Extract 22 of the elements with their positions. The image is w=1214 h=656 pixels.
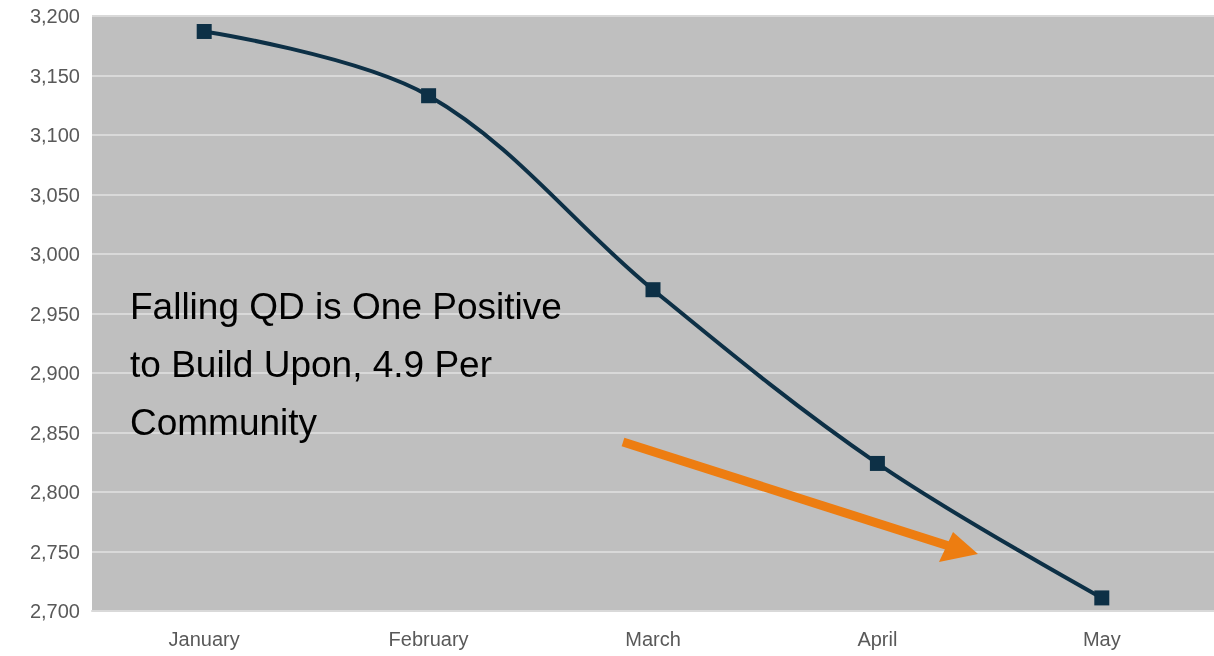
point xyxy=(196,23,212,39)
annotation: Falling QD is One Positive to Build Upon, 4.9 Per Community xyxy=(130,285,563,445)
y-tick-label: 3,000 xyxy=(29,243,80,265)
y-tick-label: 3,050 xyxy=(29,183,80,206)
x-tick-label: May xyxy=(1082,628,1121,650)
x-tick-label: January xyxy=(168,628,240,650)
y-tick-label: 2,850 xyxy=(29,421,80,444)
x-tick-label: April xyxy=(857,628,898,650)
point xyxy=(421,88,437,104)
point xyxy=(1094,590,1110,606)
x-tick-label: February xyxy=(388,628,469,650)
y-tick-label: 2,750 xyxy=(29,540,80,563)
y-tick-label: 2,800 xyxy=(29,481,80,503)
y-tick-label: 2,700 xyxy=(29,600,80,622)
y-tick-label: 2,900 xyxy=(29,362,80,384)
y-tick-label: 3,200 xyxy=(29,5,80,27)
y-tick-label: 2,950 xyxy=(29,302,80,325)
point xyxy=(869,455,885,471)
y-tick-label: 3,150 xyxy=(29,64,80,87)
y-tick-label: 3,100 xyxy=(29,124,80,146)
x-tick-label: March xyxy=(625,628,681,650)
point xyxy=(645,282,661,298)
